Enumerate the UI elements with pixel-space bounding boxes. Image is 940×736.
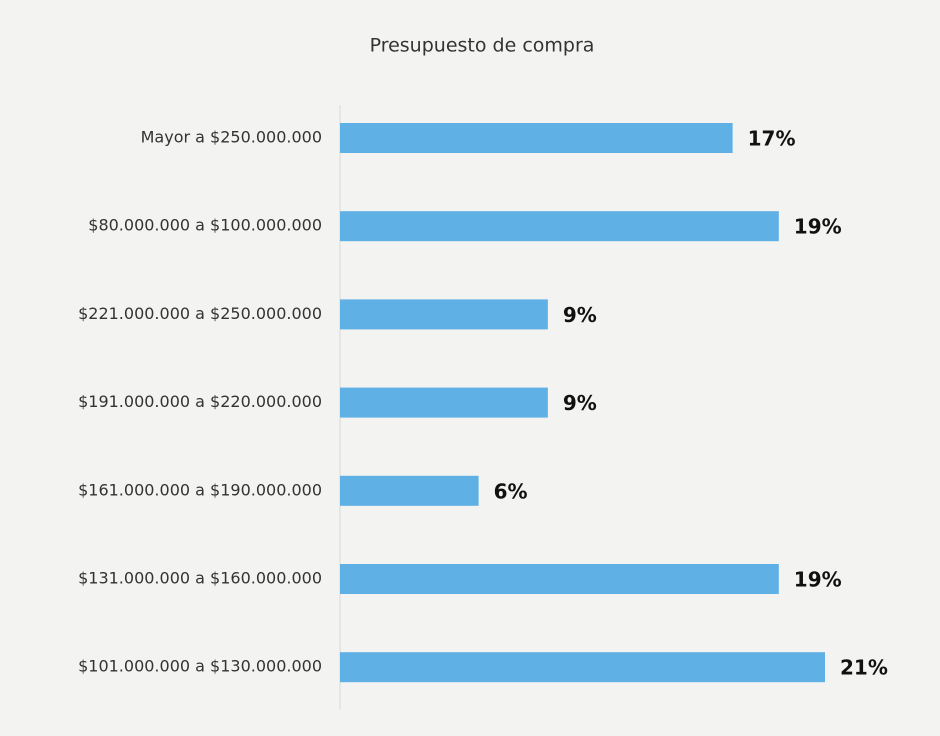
value-label: 17% — [748, 127, 796, 151]
value-label: 9% — [563, 391, 597, 415]
category-label: $101.000.000 a $130.000.000 — [78, 657, 322, 676]
bar — [340, 652, 825, 683]
value-label: 19% — [794, 568, 842, 592]
category-label: $80.000.000 a $100.000.000 — [88, 216, 322, 235]
value-label: 9% — [563, 303, 597, 327]
category-label: Mayor a $250.000.000 — [141, 128, 322, 147]
chart-title: Presupuesto de compra — [370, 35, 595, 57]
bar — [340, 564, 779, 594]
category-label: $191.000.000 a $220.000.000 — [78, 392, 322, 411]
bar — [340, 123, 733, 153]
category-label: $161.000.000 a $190.000.000 — [78, 480, 322, 499]
bar — [340, 211, 779, 242]
value-label: 21% — [840, 656, 888, 680]
bar — [340, 475, 479, 506]
value-label: 6% — [494, 479, 528, 503]
category-label: $131.000.000 a $160.000.000 — [78, 569, 322, 588]
category-label: $221.000.000 a $250.000.000 — [78, 304, 322, 323]
bar — [340, 387, 548, 418]
value-label: 19% — [794, 215, 842, 239]
bar — [340, 299, 548, 330]
